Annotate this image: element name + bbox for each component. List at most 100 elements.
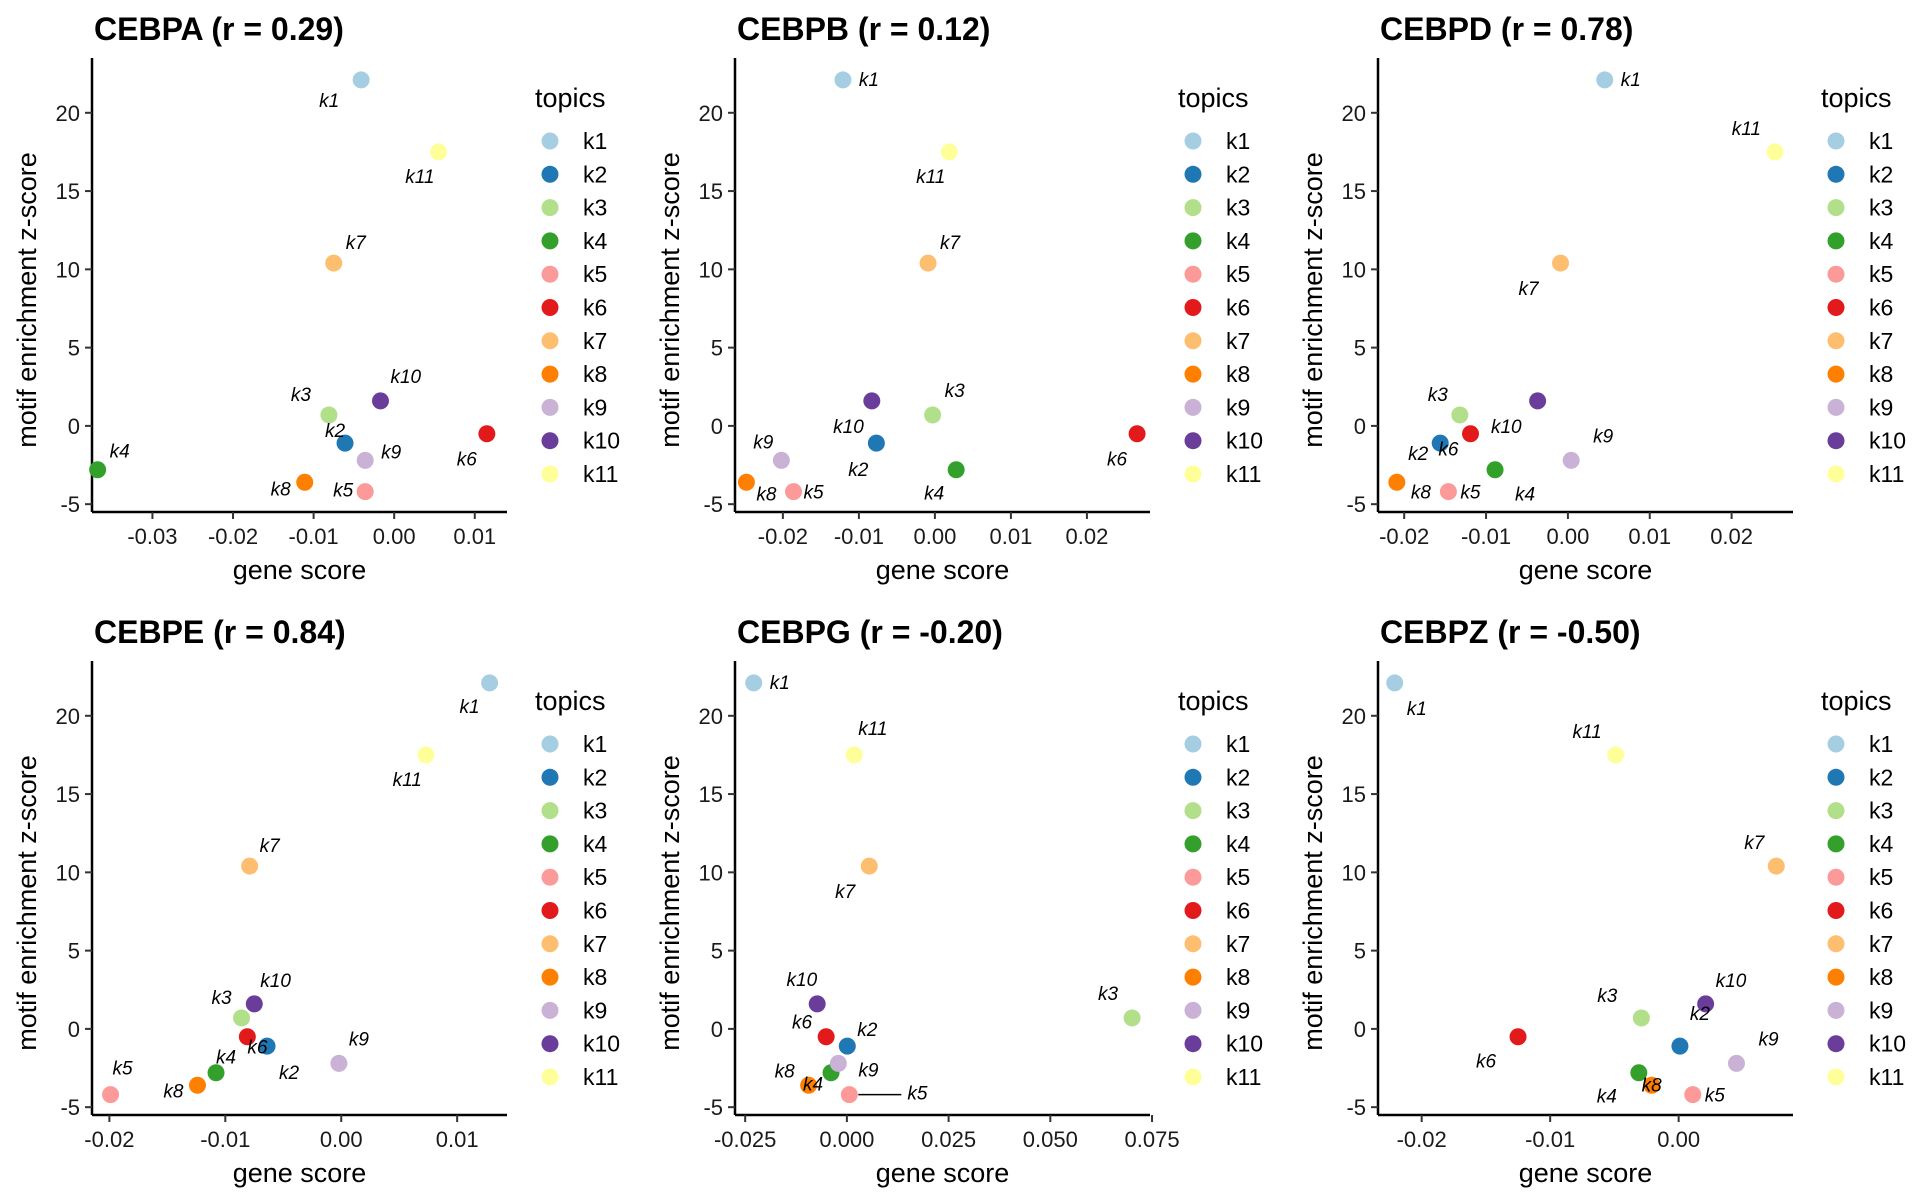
legend-label-k3: k3: [1226, 195, 1250, 221]
legend-swatch-k9: [1184, 398, 1202, 416]
legend-swatch-k11: [1827, 465, 1845, 483]
x-tick-label: -0.025: [714, 1127, 776, 1152]
legend-swatch-k11: [1827, 1068, 1845, 1086]
y-tick-label: 5: [1354, 939, 1366, 964]
point-label-k10: k10: [1491, 417, 1522, 438]
point-k7: [241, 857, 259, 875]
legend-swatch-k3: [1827, 199, 1845, 217]
legend-label-k9: k9: [1226, 997, 1250, 1023]
y-tick-label: 0: [68, 1017, 80, 1042]
legend-swatch-k5: [541, 265, 559, 283]
point-k1: [834, 71, 852, 89]
point-label-k4: k4: [216, 1048, 236, 1069]
legend-label-k6: k6: [1226, 295, 1250, 321]
point-label-k5: k5: [113, 1059, 134, 1080]
legend-label-k7: k7: [1869, 328, 1893, 354]
y-tick-label: 15: [56, 179, 80, 204]
point-label-k9: k9: [858, 1060, 879, 1081]
panel-1: CEBPA (r = 0.29) -5 0 5 10 15 20 -0.03 -0.02 -0.0…: [12, 11, 620, 585]
legend-label-k2: k2: [1869, 161, 1893, 187]
x-axis-label: gene score: [1519, 1158, 1653, 1188]
point-label-k4: k4: [803, 1075, 823, 1096]
point-k11: [1766, 143, 1784, 161]
panel-4: CEBPE (r = 0.84) -5 0 5 10 15 20 -0.02 -0.01 0.00…: [12, 614, 620, 1188]
x-axis-label: gene score: [233, 555, 367, 585]
y-tick-label: -5: [1346, 1095, 1366, 1120]
legend-title: topics: [1821, 83, 1892, 113]
x-tick-label: 0.01: [1628, 524, 1671, 549]
y-tick-label: -5: [1346, 492, 1366, 517]
legend-label-k7: k7: [1869, 931, 1893, 957]
point-label-k5: k5: [907, 1084, 928, 1105]
panel-6: CEBPZ (r = -0.50) -5 0 5 10 15 20 -0.02 -0.01 0.0…: [1298, 614, 1906, 1188]
x-tick-label: -0.01: [289, 524, 339, 549]
point-k5: [840, 1086, 858, 1104]
y-tick-label: 15: [699, 179, 723, 204]
panel-title: CEBPB (r = 0.12): [737, 11, 990, 47]
point-label-k1: k1: [770, 673, 790, 694]
y-tick-label: 20: [56, 101, 80, 126]
x-tick-label: 0.02: [1710, 524, 1753, 549]
legend-label-k7: k7: [1226, 328, 1250, 354]
panel-3: CEBPD (r = 0.78) -5 0 5 10 15 20 -0.02 -0.01 0.00…: [1298, 11, 1906, 585]
legend-title: topics: [535, 686, 606, 716]
point-k3: [1123, 1009, 1141, 1027]
point-k1: [745, 674, 763, 692]
y-tick-label: -5: [703, 492, 723, 517]
point-label-k11: k11: [405, 167, 434, 188]
point-k8: [188, 1076, 206, 1094]
point-k7: [860, 857, 878, 875]
legend-title: topics: [1178, 83, 1249, 113]
point-label-k2: k2: [1690, 1004, 1711, 1025]
point-k2: [258, 1037, 276, 1055]
point-k9: [829, 1054, 847, 1072]
legend-swatch-k4: [1827, 835, 1845, 853]
legend-swatch-k6: [1184, 299, 1202, 316]
point-k5: [1684, 1086, 1702, 1104]
point-k8: [800, 1076, 818, 1094]
legend-swatch-k5: [541, 868, 559, 886]
y-tick-label: -5: [60, 492, 80, 517]
legend-swatch-k8: [541, 365, 559, 383]
legend-label-k11: k11: [1226, 461, 1261, 487]
point-k10: [1529, 392, 1547, 410]
legend-label-k3: k3: [583, 798, 607, 824]
point-label-k6: k6: [1438, 440, 1459, 461]
point-label-k8: k8: [1642, 1075, 1663, 1096]
legend-label-k9: k9: [583, 394, 607, 420]
legend-label-k10: k10: [1226, 1031, 1263, 1057]
point-k3: [924, 406, 942, 424]
legend-label-k4: k4: [583, 228, 608, 254]
point-k3: [1451, 406, 1469, 424]
legend-swatch-k2: [1827, 165, 1845, 183]
legend-swatch-k9: [1184, 1001, 1202, 1019]
point-label-k3: k3: [1597, 986, 1618, 1007]
point-k4: [89, 461, 107, 479]
y-tick-label: 20: [699, 704, 723, 729]
legend-label-k3: k3: [1869, 798, 1893, 824]
legend-label-k6: k6: [583, 898, 607, 924]
point-label-k9: k9: [381, 442, 402, 463]
legend-title: topics: [1821, 686, 1892, 716]
point-k9: [1562, 451, 1580, 469]
point-label-k4: k4: [110, 442, 130, 463]
legend-swatch-k8: [1184, 365, 1202, 383]
point-k5: [356, 483, 374, 501]
legend-swatch-k6: [1827, 299, 1845, 316]
point-label-k10: k10: [787, 970, 818, 991]
y-tick-label: -5: [60, 1095, 80, 1120]
legend-swatch-k3: [541, 199, 559, 217]
point-label-k7: k7: [1518, 279, 1540, 300]
point-k9: [772, 451, 790, 469]
legend-swatch-k6: [541, 299, 559, 316]
point-label-k2: k2: [279, 1063, 300, 1084]
legend-label-k9: k9: [583, 997, 607, 1023]
panel-title: CEBPE (r = 0.84): [94, 614, 346, 650]
point-label-k7: k7: [835, 882, 857, 903]
legend-swatch-k7: [1827, 332, 1845, 350]
legend-swatch-k4: [541, 232, 559, 250]
point-label-k2: k2: [1408, 444, 1429, 465]
point-label-k1: k1: [1407, 699, 1427, 720]
legend-swatch-k5: [1184, 868, 1202, 886]
legend-swatch-k4: [541, 835, 559, 853]
